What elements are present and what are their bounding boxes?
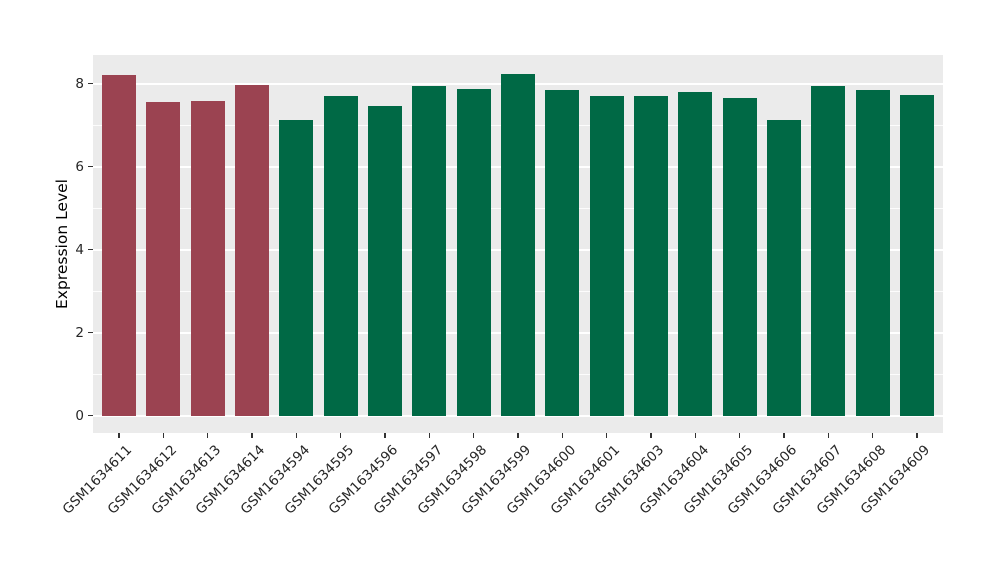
y-tick (88, 165, 93, 168)
bar-GSM1634605 (722, 97, 757, 416)
x-tick (738, 433, 741, 438)
bar-GSM1634604 (678, 92, 713, 416)
x-tick (517, 433, 519, 438)
x-tick (118, 433, 120, 438)
y-tick-label: 0 (75, 407, 84, 424)
bar-GSM1634596 (368, 106, 402, 416)
bar-GSM1634599 (501, 74, 535, 416)
x-tick (472, 433, 475, 438)
x-tick (783, 433, 785, 438)
y-tick (88, 414, 93, 417)
y-tick (88, 248, 93, 251)
x-tick (694, 433, 697, 438)
x-tick (162, 433, 165, 438)
bar-GSM1634597 (412, 85, 447, 416)
gridline-major (93, 414, 943, 417)
x-tick (916, 433, 918, 438)
plot-area (93, 55, 943, 433)
x-tick (650, 433, 652, 438)
bar-GSM1634601 (589, 96, 624, 416)
x-tick (384, 433, 386, 438)
bar-GSM1634606 (767, 120, 801, 416)
y-tick (88, 331, 93, 334)
y-tick (88, 82, 93, 85)
bar-GSM1634608 (855, 89, 890, 416)
y-tick-label: 8 (75, 75, 84, 92)
x-tick (251, 433, 253, 438)
x-tick (871, 433, 874, 438)
x-tick (295, 433, 298, 438)
y-tick-label: 4 (75, 241, 84, 258)
y-tick-label: 6 (75, 158, 84, 175)
bar-GSM1634598 (456, 89, 491, 416)
x-tick (339, 433, 342, 438)
y-tick-label: 2 (75, 324, 84, 341)
bar-GSM1634600 (545, 90, 580, 416)
x-tick (561, 433, 564, 438)
bar-GSM1634609 (900, 94, 934, 416)
bar-GSM1634607 (811, 86, 846, 416)
x-tick (428, 433, 431, 438)
x-tick (827, 433, 830, 438)
bar-GSM1634613 (190, 101, 225, 416)
bar-GSM1634594 (279, 120, 314, 416)
bar-GSM1634603 (634, 95, 668, 416)
x-tick (605, 433, 608, 438)
bar-GSM1634614 (235, 85, 269, 416)
x-tick (206, 433, 209, 438)
bar-GSM1634612 (146, 101, 181, 416)
bar-GSM1634611 (102, 74, 136, 416)
bar-GSM1634595 (323, 96, 358, 416)
